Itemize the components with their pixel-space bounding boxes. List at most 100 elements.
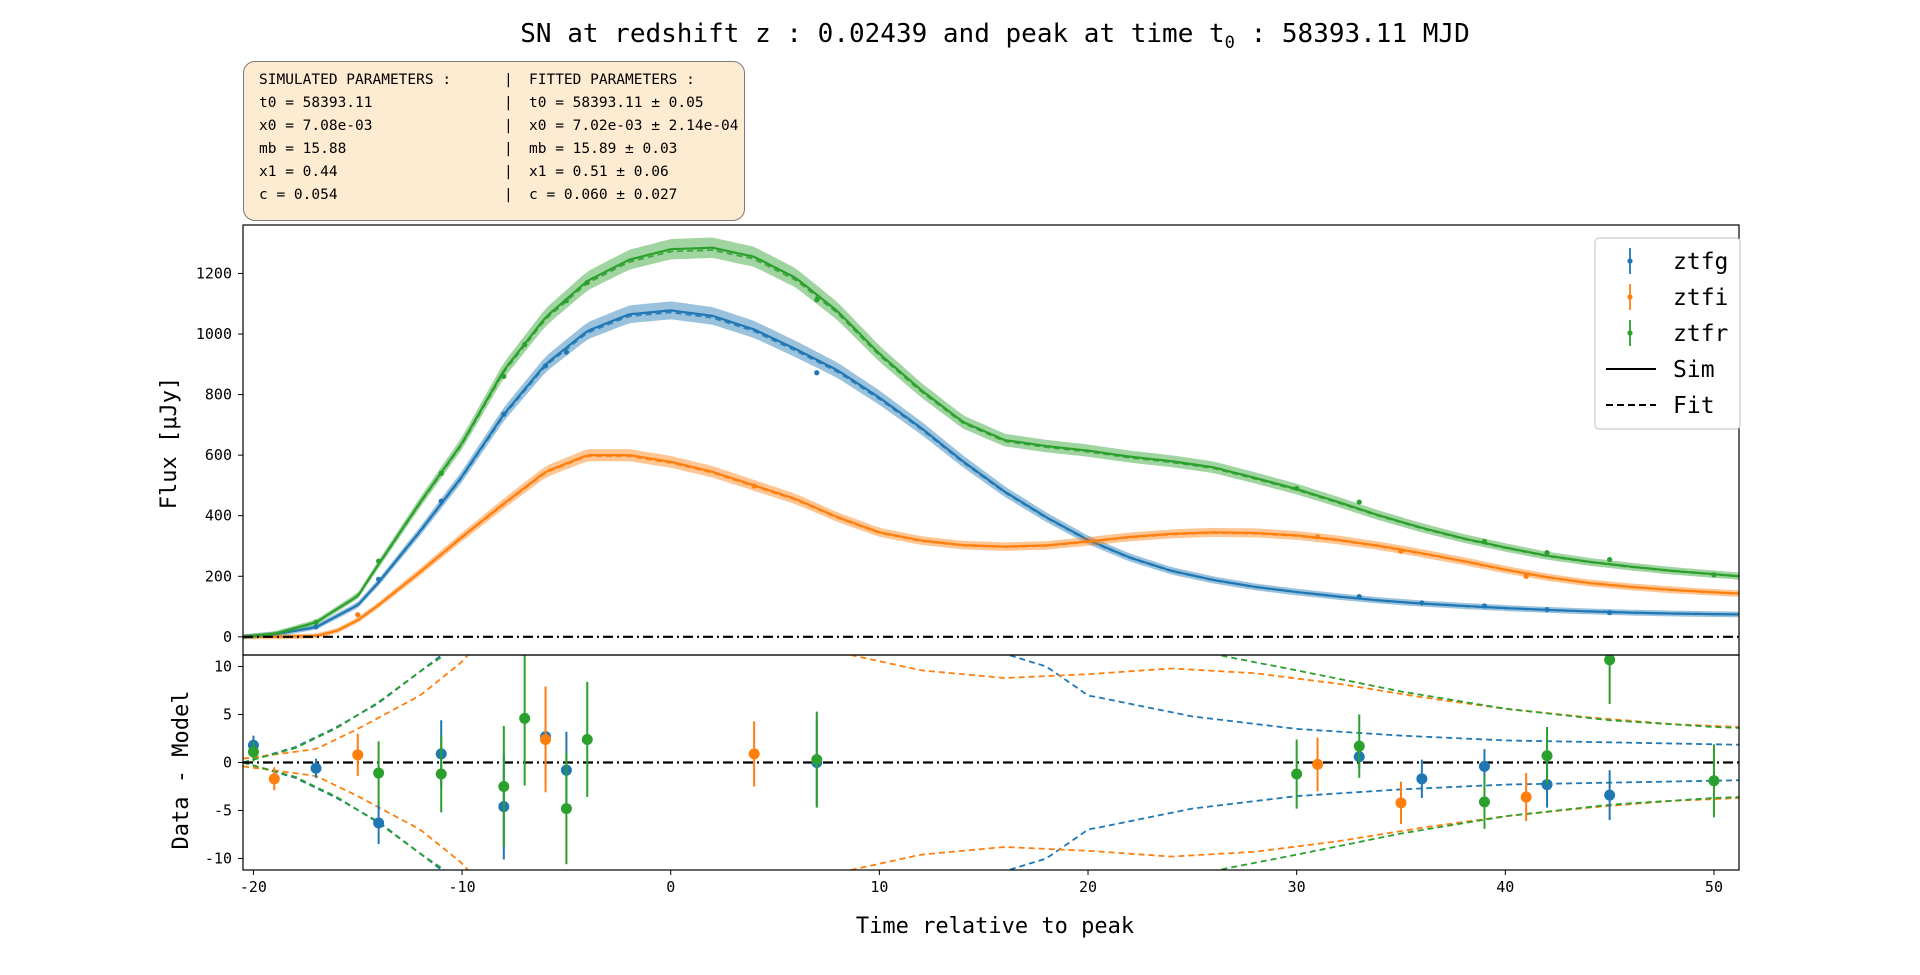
y-tick-label: 5	[223, 706, 232, 724]
chart-title: SN at redshift z : 0.02439 and peak at t…	[520, 19, 1469, 53]
fit-curve-ztfi	[243, 455, 1739, 638]
y-tick-label: -5	[214, 801, 232, 819]
residual-point-ztfr	[498, 780, 510, 792]
separator: |	[504, 95, 513, 111]
legend-entry-sim: Sim	[1606, 357, 1715, 383]
y-tick-label: 400	[205, 507, 232, 525]
data-point-ztfr	[584, 279, 590, 286]
residual-point-ztfg	[310, 762, 322, 774]
residual-point-ztfi	[1520, 791, 1532, 803]
legend-entry-ztfg: ztfg	[1627, 248, 1728, 275]
residual-point-ztfr	[1708, 775, 1720, 787]
data-point-ztfg	[563, 349, 570, 355]
simulated-value: x1 = 0.44	[259, 164, 338, 180]
data-point-ztfg	[438, 498, 444, 504]
separator: |	[504, 164, 513, 180]
data-point-ztfi	[1314, 534, 1321, 540]
data-point-ztfg	[313, 624, 319, 630]
y-tick-label: -10	[205, 849, 232, 867]
data-point-ztfr	[563, 298, 570, 304]
x-tick-label: -20	[240, 878, 267, 896]
residual-point-ztfr	[519, 712, 531, 724]
uncertainty-lower-ztfi	[243, 765, 1739, 870]
simulated-header: SIMULATED PARAMETERS :	[259, 72, 452, 88]
data-point-ztfr	[1294, 485, 1300, 492]
title-subscript: 0	[1225, 33, 1235, 53]
legend-entry-ztfi: ztfi	[1627, 284, 1728, 311]
data-point-ztfr	[438, 470, 444, 476]
legend-label-ztfi: ztfi	[1673, 285, 1728, 311]
legend-entry-fit: Fit	[1606, 393, 1715, 419]
data-point-ztfr	[1711, 572, 1717, 578]
data-point-ztfg	[1356, 593, 1362, 600]
y-tick-label: 200	[205, 567, 232, 585]
residual-point-ztfr	[373, 767, 385, 779]
data-point-ztfi	[355, 612, 361, 618]
fit-curve-ztfg	[243, 311, 1739, 638]
residual-point-ztfg	[1478, 760, 1490, 772]
data-point-ztfr	[1544, 550, 1550, 556]
legend-label-sim: Sim	[1673, 357, 1715, 383]
residual-point-ztfr	[1541, 750, 1553, 762]
fitted-value: c = 0.060 ± 0.027	[529, 187, 678, 203]
parameter-row: c = 0.054 | c = 0.060 ± 0.027	[259, 184, 744, 207]
data-point-ztfr	[522, 342, 528, 348]
residual-point-ztfr	[247, 746, 259, 758]
residual-point-ztfr	[1604, 655, 1616, 666]
x-tick-label: 10	[870, 878, 888, 896]
residual-point-ztfi	[268, 773, 280, 785]
residual-point-ztfg	[1604, 789, 1616, 801]
data-point-ztfg	[1607, 610, 1613, 616]
separator: |	[504, 141, 513, 157]
x-tick-label: 20	[1079, 878, 1097, 896]
simulated-value: t0 = 58393.11	[259, 95, 373, 111]
fit-curve-ztfr	[243, 249, 1739, 638]
data-point-ztfg	[1544, 606, 1550, 613]
x-tick-label: -10	[449, 878, 476, 896]
fitted-value: x1 = 0.51 ± 0.06	[529, 164, 669, 180]
residual-point-ztfr	[1353, 740, 1365, 752]
data-point-ztfg	[542, 363, 549, 369]
x-tick-label: 50	[1705, 878, 1723, 896]
residual-plot-area	[243, 655, 1739, 870]
residual-point-ztfi	[1395, 797, 1407, 809]
flux-plot-area	[243, 237, 1739, 640]
y-tick-label: 1000	[196, 325, 232, 343]
simulated-value: mb = 15.88	[259, 141, 347, 157]
data-point-ztfr	[1607, 557, 1613, 563]
residual-axis-label: Data - Model	[169, 691, 194, 850]
parameter-row: t0 = 58393.11 | t0 = 58393.11 ± 0.05	[259, 92, 744, 115]
data-point-ztfi	[1523, 573, 1529, 579]
residual-point-ztfg	[1416, 773, 1428, 785]
data-point-ztfg	[1481, 603, 1488, 609]
fitted-header: FITTED PARAMETERS :	[529, 72, 695, 88]
y-tick-label: 1200	[196, 264, 232, 282]
residual-point-ztfr	[435, 768, 447, 780]
data-point-ztfg	[501, 411, 507, 417]
data-point-ztfr	[376, 558, 382, 564]
legend-frame	[1594, 237, 1741, 430]
legend: ztfg ztfi ztfr Sim Fit	[1594, 237, 1741, 430]
data-point-ztfg	[1419, 600, 1425, 606]
flux-panel: 0 200 400 600 800 1000 1200	[196, 224, 1740, 656]
data-point-ztfi	[751, 483, 757, 489]
y-tick-label: 800	[205, 386, 232, 404]
fit-band-ztfr	[243, 237, 1739, 640]
residual-point-ztfi	[540, 733, 552, 745]
data-point-ztfr	[313, 619, 319, 625]
parameter-row: x1 = 0.44 | x1 = 0.51 ± 0.06	[259, 161, 744, 184]
simulated-value: c = 0.054	[259, 187, 338, 203]
residual-point-ztfg	[373, 817, 385, 829]
uncertainty-upper-ztfi	[243, 655, 1739, 760]
parameter-row: x0 = 7.08e-03 | x0 = 7.02e-03 ± 2.14e-04	[259, 115, 744, 138]
separator: |	[504, 187, 513, 203]
x-tick-label: 40	[1496, 878, 1514, 896]
time-axis-label: Time relative to peak	[856, 914, 1134, 939]
separator: |	[504, 118, 513, 134]
y-tick-label: 0	[223, 754, 232, 772]
y-tick-label: 600	[205, 446, 232, 464]
fit-band-ztfi	[243, 449, 1739, 640]
fitted-value: x0 = 7.02e-03 ± 2.14e-04	[529, 118, 739, 134]
separator: |	[504, 72, 513, 88]
